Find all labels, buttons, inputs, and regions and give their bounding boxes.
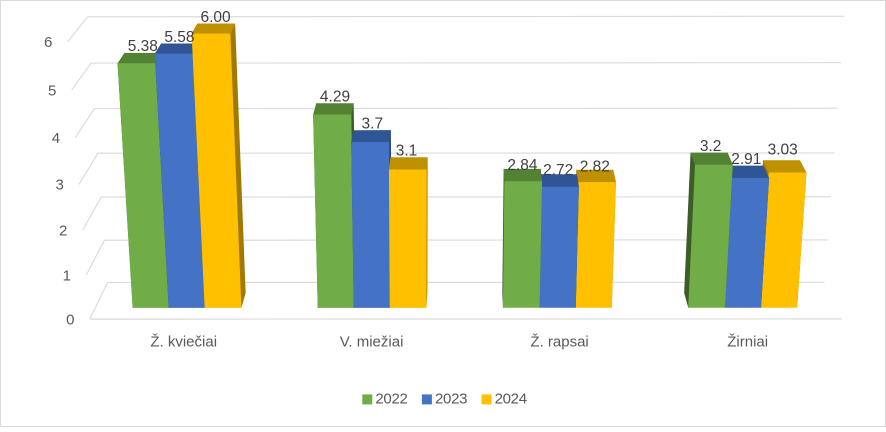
svg-text:3: 3 [55,177,63,194]
svg-text:5.58: 5.58 [164,29,194,46]
svg-text:Žirniai: Žirniai [727,333,768,350]
svg-text:Ž. rapsai: Ž. rapsai [530,333,588,350]
svg-text:4.29: 4.29 [320,89,350,106]
svg-text:3.7: 3.7 [362,116,384,133]
svg-text:5.38: 5.38 [128,38,158,55]
svg-text:2.82: 2.82 [580,158,610,175]
svg-text:5: 5 [48,83,56,100]
svg-text:2: 2 [59,222,67,239]
svg-text:6: 6 [44,34,52,51]
svg-text:3.03: 3.03 [768,142,798,159]
svg-text:6.00: 6.00 [201,9,232,26]
svg-text:Ž. kviečiai: Ž. kviečiai [150,333,217,350]
svg-text:4: 4 [52,130,60,147]
svg-text:3.2: 3.2 [700,138,722,155]
svg-text:2.72: 2.72 [543,162,573,179]
svg-text:3.1: 3.1 [396,143,418,160]
svg-text:1: 1 [63,267,71,284]
svg-text:0: 0 [66,311,74,328]
svg-text:2022: 2022 [375,391,407,408]
svg-text:2023: 2023 [435,391,467,408]
svg-text:V. miežiai: V. miežiai [340,333,404,350]
svg-text:2.91: 2.91 [731,151,761,168]
svg-text:2.84: 2.84 [507,157,538,174]
svg-text:2024: 2024 [495,391,527,408]
